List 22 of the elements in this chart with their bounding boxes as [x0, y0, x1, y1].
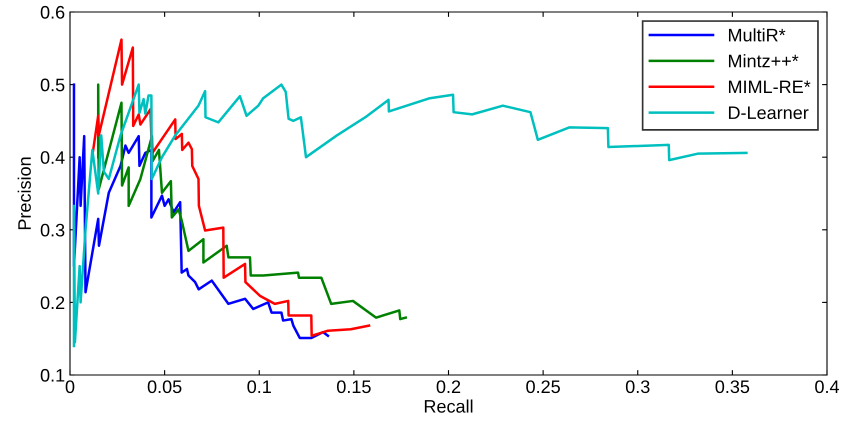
- x-tick-label: 0.05: [148, 380, 182, 394]
- x-tick-label: 0.35: [716, 380, 750, 394]
- y-tick-label: 0.2: [40, 296, 64, 310]
- y-tick-label: 0.6: [40, 6, 64, 19]
- x-tick-label: 0.3: [626, 380, 650, 394]
- x-tick-label: 0.4: [815, 380, 840, 394]
- line-series: [91, 38, 370, 338]
- x-tick-label: 0.1: [247, 380, 271, 394]
- x-tick-label: 0.2: [436, 380, 460, 394]
- legend-label: MultiR*: [728, 28, 786, 42]
- x-tick-label: 0.25: [526, 380, 560, 394]
- y-axis-title: Precision: [18, 158, 31, 230]
- y-tick-label: 0.4: [40, 151, 65, 164]
- legend-label: Mintz++*: [728, 54, 798, 68]
- y-tick-label: 0.3: [40, 224, 64, 237]
- x-tick-label: 0: [66, 380, 74, 394]
- x-tick-label: 0.15: [337, 380, 371, 394]
- legend-label: MIML-RE*: [728, 80, 810, 94]
- y-tick-label: 0.1: [40, 368, 64, 382]
- x-axis-title: Recall: [424, 399, 472, 413]
- legend-label: D-Learner: [728, 106, 808, 120]
- y-tick-label: 0.5: [40, 78, 64, 92]
